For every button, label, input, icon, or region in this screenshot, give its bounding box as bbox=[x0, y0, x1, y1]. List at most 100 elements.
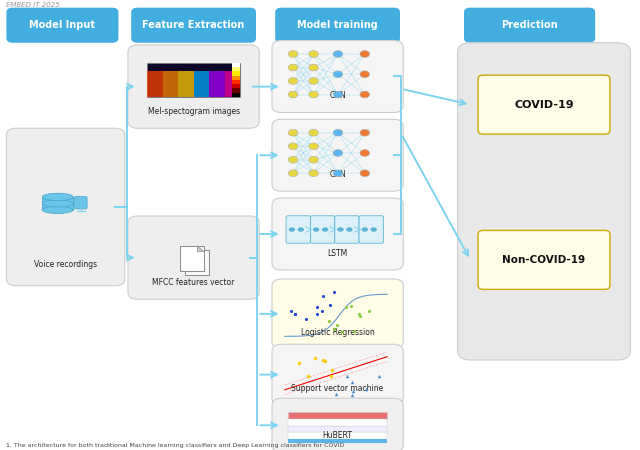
Point bbox=[285, 307, 296, 315]
Circle shape bbox=[346, 227, 353, 232]
Text: 1. The architecture for both traditional Machine learning classifiers and Deep L: 1. The architecture for both traditional… bbox=[6, 443, 345, 448]
FancyBboxPatch shape bbox=[275, 8, 400, 43]
Ellipse shape bbox=[42, 206, 73, 213]
Point bbox=[348, 387, 358, 395]
Point bbox=[332, 321, 342, 328]
Text: Model Input: Model Input bbox=[29, 20, 95, 30]
Circle shape bbox=[333, 91, 343, 98]
FancyBboxPatch shape bbox=[272, 198, 403, 270]
Bar bbox=[232, 76, 240, 80]
Point bbox=[318, 292, 328, 300]
FancyBboxPatch shape bbox=[359, 216, 383, 243]
Point bbox=[326, 373, 337, 380]
Point bbox=[294, 359, 304, 366]
Circle shape bbox=[337, 227, 344, 232]
FancyBboxPatch shape bbox=[128, 216, 259, 299]
Bar bbox=[184, 250, 209, 274]
Bar bbox=[147, 72, 163, 97]
Bar bbox=[288, 419, 387, 426]
Circle shape bbox=[298, 227, 304, 232]
Text: LSTM: LSTM bbox=[328, 249, 348, 258]
Bar bbox=[288, 412, 387, 419]
Circle shape bbox=[360, 150, 370, 157]
Text: MFCC features vector: MFCC features vector bbox=[152, 278, 235, 287]
Text: CNN: CNN bbox=[329, 170, 346, 179]
FancyBboxPatch shape bbox=[74, 196, 87, 209]
Text: COVID-19: COVID-19 bbox=[514, 99, 574, 110]
Circle shape bbox=[308, 64, 319, 71]
Ellipse shape bbox=[42, 200, 73, 207]
Bar bbox=[288, 432, 387, 439]
FancyBboxPatch shape bbox=[272, 344, 403, 405]
Point bbox=[291, 311, 301, 318]
FancyBboxPatch shape bbox=[464, 8, 595, 43]
Text: EMBED IT 2025: EMBED IT 2025 bbox=[6, 2, 60, 8]
Circle shape bbox=[288, 51, 298, 57]
Circle shape bbox=[371, 227, 377, 232]
Bar bbox=[232, 80, 240, 84]
FancyBboxPatch shape bbox=[128, 45, 259, 128]
Circle shape bbox=[308, 51, 319, 57]
Circle shape bbox=[288, 130, 298, 136]
FancyBboxPatch shape bbox=[272, 279, 403, 349]
Point bbox=[317, 356, 328, 363]
Text: HuBERT: HuBERT bbox=[323, 431, 353, 440]
Text: Prediction: Prediction bbox=[501, 20, 558, 30]
Point bbox=[312, 304, 322, 311]
Bar bbox=[193, 72, 209, 97]
Circle shape bbox=[360, 91, 370, 98]
Circle shape bbox=[288, 170, 298, 176]
FancyBboxPatch shape bbox=[6, 8, 118, 43]
Circle shape bbox=[308, 143, 319, 150]
Bar bbox=[232, 88, 240, 93]
Polygon shape bbox=[197, 246, 204, 252]
Circle shape bbox=[360, 130, 370, 136]
Point bbox=[310, 354, 321, 361]
Bar bbox=[147, 63, 240, 97]
Point bbox=[324, 301, 335, 308]
FancyBboxPatch shape bbox=[478, 75, 610, 134]
FancyBboxPatch shape bbox=[6, 128, 125, 286]
FancyBboxPatch shape bbox=[286, 216, 310, 243]
Point bbox=[347, 378, 357, 386]
Text: Logistic Regression: Logistic Regression bbox=[301, 328, 374, 337]
Circle shape bbox=[362, 227, 368, 232]
Circle shape bbox=[308, 91, 319, 98]
Bar bbox=[232, 63, 240, 67]
Point bbox=[364, 307, 374, 315]
Ellipse shape bbox=[42, 194, 73, 201]
Circle shape bbox=[360, 71, 370, 77]
Circle shape bbox=[360, 51, 370, 57]
Point bbox=[362, 385, 372, 392]
Point bbox=[301, 315, 311, 323]
Bar bbox=[179, 246, 204, 271]
Circle shape bbox=[308, 130, 319, 136]
Text: Mel-spectogram images: Mel-spectogram images bbox=[148, 107, 239, 116]
Bar bbox=[163, 72, 178, 97]
FancyBboxPatch shape bbox=[478, 230, 610, 289]
Point bbox=[326, 367, 337, 374]
Point bbox=[312, 310, 322, 317]
Point bbox=[346, 392, 356, 399]
Circle shape bbox=[308, 170, 319, 176]
Text: Support vector machine: Support vector machine bbox=[291, 384, 384, 393]
Point bbox=[349, 327, 360, 334]
Point bbox=[317, 308, 327, 315]
Bar bbox=[225, 72, 240, 97]
FancyBboxPatch shape bbox=[458, 43, 630, 360]
Bar bbox=[42, 197, 73, 210]
FancyBboxPatch shape bbox=[272, 119, 403, 191]
Circle shape bbox=[333, 170, 343, 176]
Text: Non-COVID-19: Non-COVID-19 bbox=[502, 255, 586, 265]
Point bbox=[291, 311, 301, 318]
Point bbox=[328, 288, 339, 296]
Circle shape bbox=[288, 143, 298, 150]
Point bbox=[346, 303, 356, 310]
Text: Voice recordings: Voice recordings bbox=[34, 260, 97, 269]
Text: Feature Extraction: Feature Extraction bbox=[143, 20, 244, 30]
Bar bbox=[232, 67, 240, 72]
Text: Model training: Model training bbox=[297, 20, 378, 30]
Point bbox=[353, 310, 364, 318]
Circle shape bbox=[322, 227, 328, 232]
Bar bbox=[232, 84, 240, 88]
